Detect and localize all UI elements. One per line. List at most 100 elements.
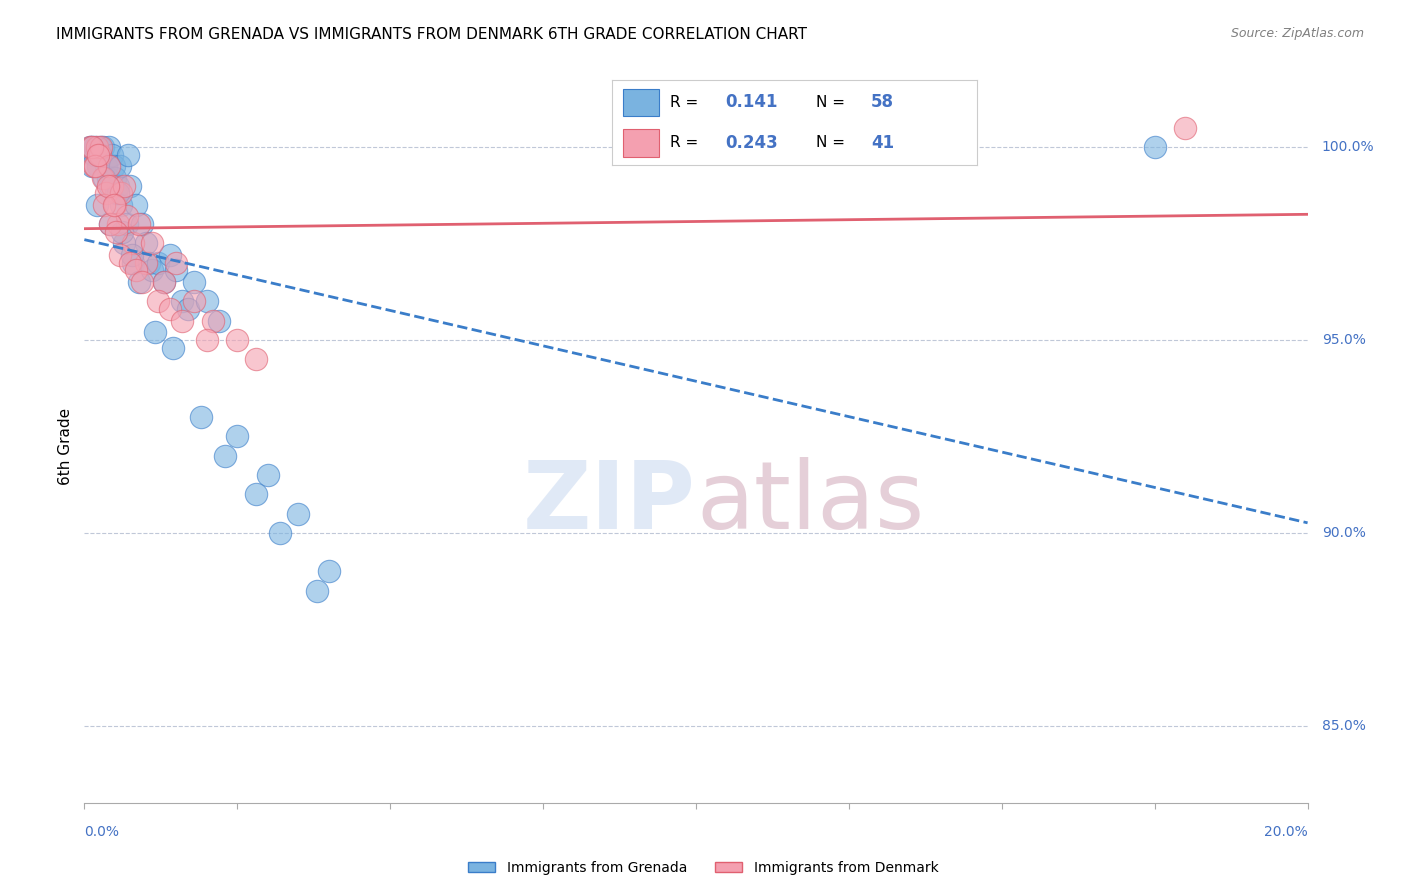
Point: [87, 159, 110, 173]
Bar: [623, 129, 659, 157]
Point: [83, 148, 105, 162]
Point: [128, 275, 150, 289]
Point: [111, 225, 134, 239]
Point: [89, 148, 111, 162]
Point: [287, 507, 309, 521]
Point: [195, 294, 218, 309]
Point: [159, 301, 181, 316]
Point: [93, 170, 115, 185]
Point: [107, 217, 129, 231]
Point: [97, 159, 120, 173]
Point: [115, 210, 138, 224]
Point: [112, 178, 135, 193]
Point: [107, 178, 129, 193]
Point: [90, 140, 112, 154]
Point: [245, 487, 267, 501]
Point: [101, 148, 124, 162]
Text: IMMIGRANTS FROM GRENADA VS IMMIGRANTS FROM DENMARK 6TH GRADE CORRELATION CHART: IMMIGRANTS FROM GRENADA VS IMMIGRANTS FR…: [56, 27, 807, 42]
Point: [143, 325, 166, 339]
Point: [122, 236, 145, 251]
Text: 0.141: 0.141: [725, 94, 778, 112]
Text: Source: ZipAtlas.com: Source: ZipAtlas.com: [1230, 27, 1364, 40]
Point: [89, 140, 111, 154]
Point: [131, 217, 153, 231]
Point: [79, 140, 101, 154]
Point: [159, 248, 181, 262]
Point: [128, 217, 150, 231]
Point: [94, 186, 117, 201]
Text: R =: R =: [671, 136, 703, 151]
Point: [269, 525, 291, 540]
Point: [1174, 120, 1197, 135]
Point: [125, 263, 148, 277]
Point: [122, 256, 145, 270]
Point: [195, 333, 218, 347]
Point: [208, 313, 231, 327]
Point: [105, 186, 128, 201]
Point: [153, 275, 176, 289]
Point: [103, 198, 125, 212]
Text: 90.0%: 90.0%: [1322, 525, 1365, 540]
Text: 85.0%: 85.0%: [1322, 719, 1365, 732]
Point: [80, 140, 103, 154]
Y-axis label: 6th Grade: 6th Grade: [58, 408, 73, 484]
Point: [93, 198, 115, 212]
Text: atlas: atlas: [696, 457, 924, 549]
Point: [110, 186, 132, 201]
Point: [146, 256, 169, 270]
Point: [83, 159, 105, 173]
Point: [257, 467, 280, 482]
Point: [80, 140, 103, 154]
Point: [104, 170, 127, 185]
Point: [117, 148, 139, 162]
Point: [98, 178, 121, 193]
Point: [91, 170, 114, 185]
Text: ZIP: ZIP: [523, 457, 696, 549]
Point: [125, 198, 148, 212]
Point: [183, 275, 205, 289]
Point: [214, 449, 236, 463]
Point: [97, 140, 120, 154]
Text: 20.0%: 20.0%: [1264, 825, 1308, 839]
Point: [104, 198, 127, 212]
Point: [84, 159, 107, 173]
Point: [97, 170, 120, 185]
Point: [105, 225, 128, 239]
Point: [177, 301, 200, 316]
Point: [87, 148, 110, 162]
Point: [165, 263, 187, 277]
Point: [120, 178, 142, 193]
Point: [245, 352, 267, 367]
Point: [226, 333, 249, 347]
Point: [90, 148, 112, 162]
Point: [121, 248, 143, 262]
Point: [165, 256, 187, 270]
Point: [135, 236, 157, 251]
Point: [79, 140, 101, 154]
Point: [112, 236, 135, 251]
Point: [318, 565, 340, 579]
Point: [108, 248, 131, 262]
Point: [305, 583, 328, 598]
Point: [141, 236, 163, 251]
Point: [103, 159, 125, 173]
Point: [153, 275, 176, 289]
Point: [1143, 140, 1166, 154]
Point: [101, 178, 124, 193]
Text: 0.0%: 0.0%: [84, 825, 120, 839]
Point: [84, 140, 107, 154]
Text: 58: 58: [872, 94, 894, 112]
Point: [172, 294, 194, 309]
Point: [86, 198, 108, 212]
Point: [146, 294, 169, 309]
Point: [131, 275, 153, 289]
Point: [94, 159, 117, 173]
Text: N =: N =: [817, 136, 851, 151]
Point: [97, 178, 120, 193]
Point: [120, 256, 142, 270]
Text: 95.0%: 95.0%: [1322, 333, 1365, 347]
Point: [190, 410, 212, 425]
Point: [91, 140, 114, 154]
Text: 100.0%: 100.0%: [1322, 140, 1374, 154]
Text: N =: N =: [817, 95, 851, 110]
